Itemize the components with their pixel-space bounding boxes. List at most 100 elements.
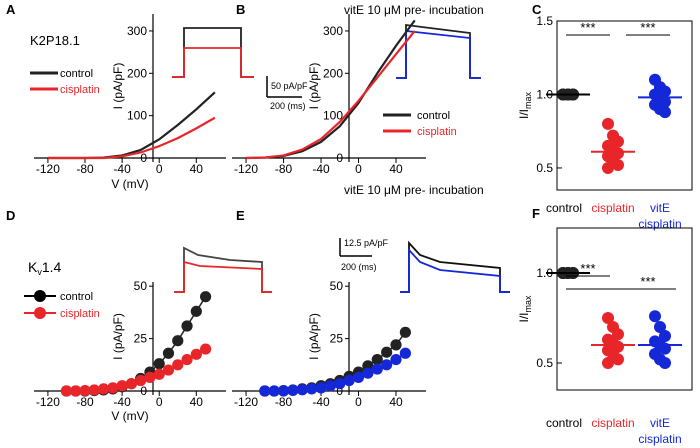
point-d-cisplatin bbox=[60, 385, 73, 397]
point-e-vitE-cisplatin bbox=[296, 384, 308, 396]
y-tick-label-b: 300 bbox=[323, 24, 343, 38]
y-axis-label-b: I (pA/pF) bbox=[307, 63, 321, 110]
point-d-cisplatin bbox=[199, 343, 212, 355]
legend-b-cisplatin-label: cisplatin bbox=[417, 126, 457, 138]
y-tick-label-a: 200 bbox=[127, 66, 147, 80]
panel-a-channel-label: K2P18.1 bbox=[30, 33, 80, 48]
legend-d: control cisplatin bbox=[24, 290, 100, 320]
panel-letter-c: C bbox=[532, 2, 542, 17]
trace-b-vite-cisplatin bbox=[396, 29, 481, 79]
x-axis-label-a: V (mV) bbox=[111, 177, 148, 191]
y-tick-label-a: 100 bbox=[127, 109, 147, 123]
point-e-vitE-cisplatin bbox=[259, 385, 271, 397]
point-c-cisplatin bbox=[612, 135, 624, 148]
x-tick-label-d: 0 bbox=[156, 395, 163, 409]
y-tick-label-e: 25 bbox=[330, 332, 344, 346]
y-tick-label-e: 0 bbox=[336, 384, 343, 398]
category-label-f-vitE-cisplatin: vitE bbox=[650, 416, 670, 430]
y-axis-label-a: I (pA/pF) bbox=[111, 63, 125, 110]
series-a-control bbox=[47, 91, 216, 160]
x-tick-label-a: -80 bbox=[76, 162, 94, 176]
y-tick-label-c: 1.0 bbox=[536, 87, 553, 101]
trace-d-control bbox=[174, 246, 272, 293]
scale-bar-top-current: 50 pA/pF bbox=[271, 81, 308, 91]
trace-inset-b bbox=[396, 23, 481, 79]
panel-e-header: vitE 10 μM pre- incubation bbox=[344, 183, 484, 197]
plot-frame-c bbox=[556, 20, 693, 191]
y-tick-label-e: 50 bbox=[330, 279, 344, 293]
trace-e-vite-cisplatin bbox=[400, 247, 510, 293]
point-d-control bbox=[162, 347, 175, 359]
point-e-vitE-cisplatin bbox=[362, 367, 374, 379]
chart-e: -120 -80 -40 0 40 0 25 50 I (pA/pF) bbox=[232, 279, 426, 409]
category-label-c-control: control bbox=[546, 201, 582, 215]
point-e-vitE-cisplatin bbox=[371, 363, 383, 375]
y-axis-label-c: I/Imax bbox=[517, 91, 533, 119]
x-tick-label-b: -80 bbox=[275, 162, 293, 176]
y-tick-label-a: 0 bbox=[140, 151, 147, 165]
point-d-cisplatin bbox=[116, 380, 128, 392]
point-e-vitE-cisplatin bbox=[399, 347, 411, 359]
category-label-c-vitE-cisplatin: vitE bbox=[650, 201, 670, 215]
point-d-control bbox=[153, 358, 165, 370]
legend-a-cisplatin-label: cisplatin bbox=[60, 84, 100, 96]
y-tick-label-a: 300 bbox=[127, 24, 147, 38]
series-b-cisplatin bbox=[246, 30, 416, 160]
trace-b-control bbox=[396, 23, 481, 79]
category-label-f-cisplatin: cisplatin bbox=[591, 416, 634, 430]
x-tick-label-e: -120 bbox=[234, 395, 258, 409]
point-f-cisplatin bbox=[602, 357, 614, 369]
legend-a: control cisplatin bbox=[30, 68, 100, 96]
legend-d-control-marker bbox=[34, 290, 46, 302]
significance-label-f: *** bbox=[640, 274, 655, 289]
point-c-cisplatin bbox=[602, 117, 614, 130]
trace-inset-a bbox=[172, 27, 254, 78]
point-e-vitE-cisplatin bbox=[352, 371, 365, 383]
point-d-cisplatin bbox=[97, 383, 110, 395]
trace-inset-d bbox=[174, 246, 272, 293]
trace-inset-e bbox=[400, 240, 510, 293]
chart-c: 0.5 1.0 1.5 I/Imax control cisplatin vitE cispl… bbox=[517, 14, 693, 231]
scale-bar-top: 50 pA/pF 200 (ms) bbox=[266, 76, 308, 111]
x-tick-label-e: -40 bbox=[312, 395, 330, 409]
point-e-vitE-cisplatin bbox=[277, 385, 290, 397]
scale-bar-bottom-time: 200 (ms) bbox=[341, 262, 377, 272]
trace-e-control bbox=[400, 240, 510, 293]
legend-d-control-label: control bbox=[60, 291, 93, 303]
trace-a-cisplatin bbox=[172, 47, 254, 78]
y-tick-label-b: 0 bbox=[336, 151, 343, 165]
significance-label-c: *** bbox=[580, 20, 595, 35]
y-axis-label-d: I (pA/pF) bbox=[111, 313, 125, 360]
trace-d-cisplatin bbox=[174, 260, 272, 293]
point-e-vitE-cisplatin bbox=[268, 385, 280, 397]
panel-letter-a: A bbox=[6, 2, 16, 17]
point-d-control bbox=[190, 305, 202, 317]
category-label-f-vitE-cisplatin: cisplatin bbox=[638, 432, 681, 446]
point-d-cisplatin bbox=[144, 371, 156, 383]
x-tick-label-b: -40 bbox=[312, 162, 330, 176]
chart-f: 0.5 1.0 I/Imax control cisplatin vitE cisplati… bbox=[517, 227, 693, 446]
significance-label-f: *** bbox=[580, 261, 595, 276]
legend-b-control-label: control bbox=[417, 110, 450, 122]
point-f-vitE-cisplatin bbox=[659, 330, 671, 342]
x-tick-label-d: -40 bbox=[113, 395, 131, 409]
point-d-cisplatin bbox=[125, 378, 137, 390]
y-axis-label-f: I/Imax bbox=[517, 295, 533, 323]
x-tick-label-e: 40 bbox=[389, 395, 403, 409]
point-e-vitE-cisplatin bbox=[334, 378, 346, 390]
point-e-control bbox=[371, 353, 383, 366]
plot-frame-f bbox=[556, 227, 693, 391]
y-tick-label-c: 0.5 bbox=[536, 161, 553, 175]
significance-label-c: *** bbox=[640, 20, 655, 35]
series-a-cisplatin bbox=[47, 116, 216, 160]
y-tick-label-c: 1.5 bbox=[536, 14, 553, 28]
x-tick-label-b: 0 bbox=[355, 162, 362, 176]
point-c-cisplatin bbox=[612, 159, 624, 172]
y-axis-label-e: I (pA/pF) bbox=[307, 313, 321, 360]
scale-bar-bottom-current: 12.5 pA/pF bbox=[344, 238, 389, 248]
point-d-cisplatin bbox=[181, 353, 193, 366]
point-f-cisplatin bbox=[612, 328, 624, 341]
point-d-cisplatin bbox=[162, 364, 175, 376]
y-tick-label-b: 100 bbox=[323, 109, 343, 123]
x-tick-label-a: -40 bbox=[113, 162, 131, 176]
